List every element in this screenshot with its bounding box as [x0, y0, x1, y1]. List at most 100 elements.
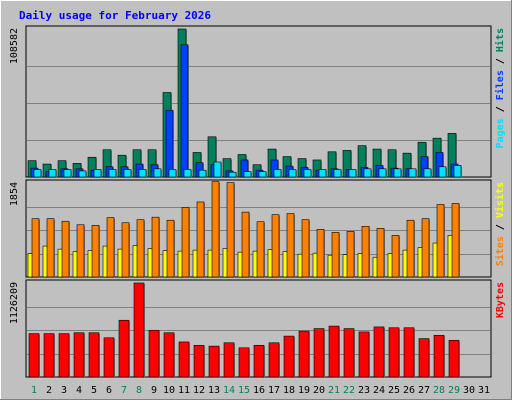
- day-group-top-10: [162, 92, 177, 178]
- bar-pages-28: [438, 166, 447, 178]
- bar-pages-19: [303, 169, 312, 178]
- legend-part-middle-2: Visits: [494, 182, 506, 218]
- day-group-top-22: [342, 150, 357, 178]
- day-group-top-12: [192, 152, 207, 178]
- day-group-bottom-28: [433, 334, 445, 378]
- day-label-4: 4: [76, 385, 82, 396]
- bar-kbytes-9: [148, 329, 160, 378]
- bar-pages-23: [363, 168, 372, 178]
- day-labels: 1 2 3 4 5 6 7 8 9 10 11 12 13 14 15 16 17 18 19 20 21 22 23 24 2…: [31, 385, 490, 396]
- day-group-bottom-23: [358, 331, 370, 378]
- bar-pages-8: [138, 169, 147, 178]
- bar-visits-3: [61, 220, 70, 278]
- bar-pages-21: [333, 169, 342, 178]
- bar-pages-3: [63, 169, 72, 178]
- bar-pages-14: [228, 171, 237, 178]
- day-group-middle-2: [42, 218, 55, 278]
- day-group-top-16: [252, 164, 267, 178]
- bar-kbytes-16: [253, 344, 265, 378]
- panel-bottom: 1126209 KBytes: [9, 279, 506, 378]
- day-group-middle-3: [57, 220, 70, 278]
- day-label-7: 7: [121, 385, 127, 396]
- day-group-bottom-10: [163, 332, 175, 378]
- bar-pages-22: [348, 169, 357, 178]
- bar-kbytes-24: [373, 326, 385, 378]
- day-group-middle-24: [372, 228, 385, 278]
- day-group-middle-9: [147, 216, 160, 278]
- day-group-middle-16: [252, 221, 265, 278]
- day-group-top-25: [387, 149, 402, 178]
- bar-files-11: [180, 44, 189, 178]
- day-group-top-2: [42, 163, 57, 178]
- day-group-bottom-16: [253, 344, 265, 378]
- bar-kbytes-18: [283, 335, 295, 378]
- day-label-15: 15: [238, 385, 250, 396]
- legend-part-bottom-0: KBytes: [495, 282, 506, 318]
- day-group-bottom-26: [403, 327, 415, 378]
- day-group-middle-8: [132, 219, 145, 278]
- day-group-bottom-11: [178, 341, 190, 378]
- day-label-12: 12: [193, 385, 205, 396]
- bar-kbytes-6: [103, 337, 115, 378]
- day-group-top-26: [402, 152, 417, 178]
- bar-pages-27: [423, 168, 432, 178]
- day-label-8: 8: [136, 385, 142, 396]
- bar-visits-28: [436, 204, 445, 278]
- day-label-6: 6: [106, 385, 112, 396]
- legend-part-top-4: Hits: [494, 28, 506, 52]
- day-label-25: 25: [388, 385, 400, 396]
- day-group-bottom-14: [223, 342, 235, 378]
- bar-pages-5: [93, 169, 102, 178]
- bar-pages-29: [453, 165, 462, 178]
- day-group-middle-22: [342, 231, 355, 278]
- bar-kbytes-19: [298, 330, 310, 378]
- day-label-5: 5: [91, 385, 97, 396]
- day-group-top-7: [117, 154, 132, 178]
- day-group-middle-14: [222, 182, 235, 278]
- day-label-13: 13: [208, 385, 220, 396]
- day-label-16: 16: [253, 385, 265, 396]
- bar-visits-21: [331, 232, 340, 278]
- day-label-28: 28: [433, 385, 445, 396]
- bar-pages-9: [153, 168, 162, 178]
- day-group-top-17: [267, 148, 282, 178]
- day-group-bottom-18: [283, 335, 295, 378]
- bar-pages-20: [318, 169, 327, 178]
- bar-visits-18: [286, 213, 295, 278]
- bar-visits-12: [196, 201, 205, 278]
- day-group-middle-23: [357, 225, 370, 278]
- day-group-bottom-5: [88, 332, 100, 378]
- bar-visits-5: [91, 224, 100, 278]
- day-group-bottom-1: [28, 333, 40, 378]
- day-group-bottom-2: [43, 333, 55, 378]
- bar-kbytes-26: [403, 327, 415, 378]
- bar-kbytes-29: [448, 339, 460, 378]
- day-label-21: 21: [328, 385, 340, 396]
- bar-pages-2: [48, 169, 57, 178]
- day-label-18: 18: [283, 385, 295, 396]
- day-group-top-20: [312, 159, 327, 178]
- day-group-bottom-4: [73, 332, 85, 378]
- bar-kbytes-17: [268, 342, 280, 378]
- day-group-middle-25: [387, 235, 400, 278]
- day-group-middle-10: [162, 219, 175, 278]
- day-group-bottom-27: [418, 338, 430, 378]
- day-group-top-11: [177, 28, 192, 178]
- bar-visits-26: [406, 219, 415, 278]
- bar-visits-14: [226, 182, 235, 278]
- day-group-bottom-13: [208, 345, 220, 378]
- bar-pages-7: [123, 169, 132, 178]
- bar-pages-16: [258, 171, 267, 178]
- bar-visits-27: [421, 218, 430, 278]
- day-group-bottom-12: [193, 344, 205, 378]
- bar-visits-20: [316, 229, 325, 278]
- day-group-middle-29: [447, 203, 460, 278]
- day-group-top-14: [222, 158, 237, 178]
- day-group-bottom-21: [328, 325, 340, 378]
- bar-kbytes-23: [358, 331, 370, 378]
- bar-pages-11: [183, 169, 192, 178]
- day-group-top-19: [297, 158, 312, 178]
- day-group-bottom-3: [58, 333, 70, 378]
- day-group-bottom-19: [298, 330, 310, 378]
